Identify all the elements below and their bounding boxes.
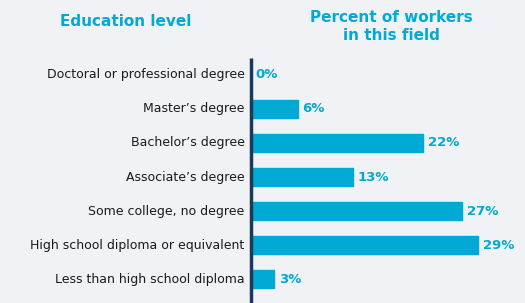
- Text: 29%: 29%: [482, 239, 514, 251]
- Text: Some college, no degree: Some college, no degree: [88, 205, 245, 218]
- Text: Doctoral or professional degree: Doctoral or professional degree: [47, 68, 245, 82]
- Text: 6%: 6%: [302, 102, 325, 115]
- Text: Master’s degree: Master’s degree: [143, 102, 245, 115]
- Bar: [251, 202, 463, 220]
- Text: Associate’s degree: Associate’s degree: [126, 171, 245, 184]
- Bar: [251, 168, 353, 186]
- Text: 3%: 3%: [279, 273, 301, 286]
- Text: 13%: 13%: [358, 171, 389, 184]
- Text: Bachelor’s degree: Bachelor’s degree: [131, 136, 245, 149]
- Bar: [251, 270, 274, 288]
- Text: Education level: Education level: [60, 14, 191, 28]
- Bar: [251, 134, 423, 152]
- Text: 0%: 0%: [256, 68, 278, 82]
- Text: Percent of workers
in this field: Percent of workers in this field: [310, 10, 473, 43]
- Text: 22%: 22%: [428, 136, 459, 149]
- Bar: [251, 100, 298, 118]
- Bar: [251, 236, 478, 254]
- Text: 27%: 27%: [467, 205, 498, 218]
- Text: High school diploma or equivalent: High school diploma or equivalent: [30, 239, 245, 251]
- Text: Less than high school diploma: Less than high school diploma: [55, 273, 245, 286]
